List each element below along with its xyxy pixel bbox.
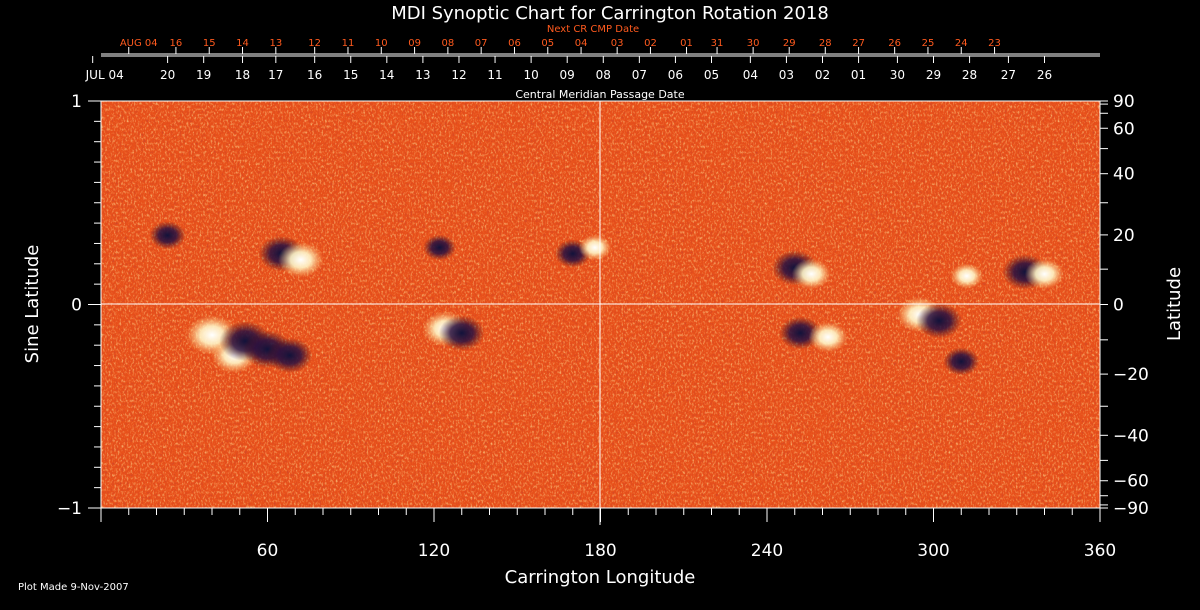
upper-date-ticks: AUG 04 16 15 14 13 12 11 10 09 08 07 06 05 04 03 02 01 31… [120,38,1001,54]
lower-date-label: 16 [307,68,322,82]
lower-date-label: 30 [890,68,905,82]
plot-made-footer: Plot Made 9-Nov-2007 [18,582,129,593]
y-right-tick-label: −20 [1113,365,1149,385]
upper-date-label: 11 [342,38,355,49]
upper-date-label: 26 [888,38,901,49]
negative-polarity-region [438,315,485,351]
upper-date-label: 14 [236,38,249,49]
lower-date-label: 02 [815,68,830,82]
y-right-tick-label: 60 [1113,119,1135,139]
y-left-tick-label: 1 [71,92,82,112]
x-tick-label: 180 [584,541,616,561]
y-axis-right: 90 60 40 20 0 −20 −40 −60 −90 [1100,92,1149,519]
y-right-tick-label: −90 [1113,499,1149,519]
x-tick-label: 300 [917,541,949,561]
magnetic-regions [149,221,1065,376]
lower-date-label: 06 [668,68,683,82]
upper-date-label: 04 [575,38,588,49]
lower-date-label: 07 [632,68,647,82]
y-axis-right-label: Latitude [1164,267,1185,341]
x-axis: 60 120 180 240 300 360 [100,508,1116,561]
negative-polarity-region [916,303,962,339]
y-right-tick-label: 0 [1113,296,1124,316]
positive-polarity-region [1024,258,1065,290]
positive-polarity-region [808,321,848,353]
positive-polarity-region [950,263,984,289]
lower-date-label: 15 [343,68,358,82]
upper-date-label: 13 [269,38,282,49]
upper-date-label: 10 [375,38,388,49]
x-tick-label: 240 [751,541,783,561]
negative-polarity-region [423,234,456,261]
cmp-date-label: Central Meridian Passage Date [515,88,684,101]
upper-date-label: AUG 04 [120,38,158,49]
y-right-tick-label: −40 [1113,426,1149,446]
y-left-tick-label: −1 [57,499,82,519]
lower-date-label: 18 [235,68,250,82]
upper-date-label: 12 [308,38,321,49]
lower-date-ticks: JUL 04 20 19 18 17 16 15 14 13 12 11 10 09 08 07 06 05 04… [85,56,1052,82]
lower-date-label: 10 [523,68,538,82]
positive-polarity-region [791,258,832,290]
y-left-tick-label: 0 [71,296,82,316]
chart-title: MDI Synoptic Chart for Carrington Rotati… [391,3,829,24]
upper-date-label: 27 [852,38,865,49]
upper-date-label: 16 [170,38,183,49]
y-right-tick-label: 40 [1113,165,1135,185]
y-axis-left-label: Sine Latitude [22,245,43,364]
upper-date-label: 06 [508,38,521,49]
x-tick-label: 120 [418,541,450,561]
negative-polarity-region [266,337,313,373]
upper-date-label: 07 [475,38,488,49]
lower-date-label: 20 [160,68,175,82]
positive-polarity-region [278,242,324,278]
lower-date-label: 29 [926,68,941,82]
y-right-tick-label: 90 [1113,92,1135,112]
x-tick-label: 360 [1084,541,1116,561]
upper-date-label: 29 [783,38,796,49]
upper-date-label: 23 [988,38,1001,49]
upper-date-label: 02 [644,38,657,49]
upper-date-label: 08 [442,38,455,49]
lower-date-label: 26 [1037,68,1052,82]
lower-date-label: JUL 04 [85,68,124,82]
y-axis-left: 1 0 −1 [57,92,101,519]
next-cr-label: Next CR CMP Date [547,24,639,35]
lower-date-label: 03 [779,68,794,82]
upper-date-label: 01 [680,38,693,49]
y-right-tick-label: 20 [1113,226,1135,246]
negative-polarity-region [149,221,186,250]
lower-date-label: 19 [196,68,211,82]
upper-date-label: 03 [611,38,624,49]
upper-date-label: 30 [747,38,760,49]
positive-polarity-region [578,234,612,261]
upper-date-label: 09 [408,38,421,49]
upper-date-label: 05 [541,38,554,49]
y-right-tick-label: −60 [1113,472,1149,492]
lower-date-label: 27 [1001,68,1016,82]
lower-date-label: 05 [704,68,719,82]
lower-date-label: 04 [743,68,758,82]
x-tick-label: 60 [257,541,279,561]
lower-date-label: 08 [596,68,611,82]
x-axis-label: Carrington Longitude [505,567,696,588]
top-date-axes: Next CR CMP Date AUG 04 16 15 14 13 12 11 10 09 0… [85,24,1100,101]
upper-date-label: 25 [922,38,935,49]
lower-date-label: 14 [379,68,394,82]
upper-date-label: 28 [819,38,832,49]
negative-polarity-region [943,347,980,376]
lower-date-label: 17 [268,68,283,82]
lower-date-label: 28 [962,68,977,82]
lower-date-label: 11 [487,68,502,82]
upper-date-label: 24 [955,38,968,49]
lower-date-label: 13 [415,68,430,82]
lower-date-label: 12 [451,68,466,82]
upper-date-label: 15 [203,38,216,49]
upper-date-label: 31 [711,38,724,49]
lower-date-label: 01 [851,68,866,82]
lower-date-label: 09 [560,68,575,82]
